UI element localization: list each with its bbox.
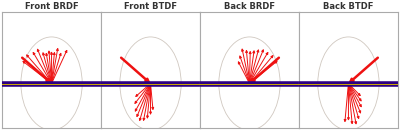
- Title: Back BTDF: Back BTDF: [323, 2, 374, 11]
- Title: Front BRDF: Front BRDF: [25, 2, 78, 11]
- Title: Back BRDF: Back BRDF: [224, 2, 275, 11]
- Title: Front BTDF: Front BTDF: [124, 2, 177, 11]
